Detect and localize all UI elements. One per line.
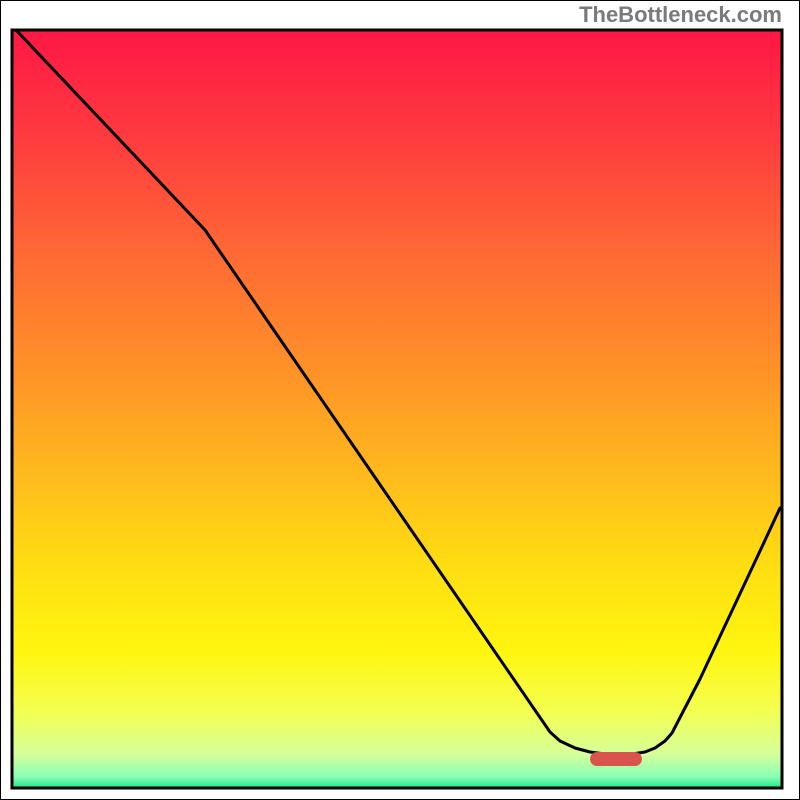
bottleneck-chart: TheBottleneck.com bbox=[0, 0, 800, 800]
watermark-text: TheBottleneck.com bbox=[579, 2, 782, 27]
plot-background bbox=[12, 30, 782, 788]
optimal-marker bbox=[590, 752, 642, 766]
